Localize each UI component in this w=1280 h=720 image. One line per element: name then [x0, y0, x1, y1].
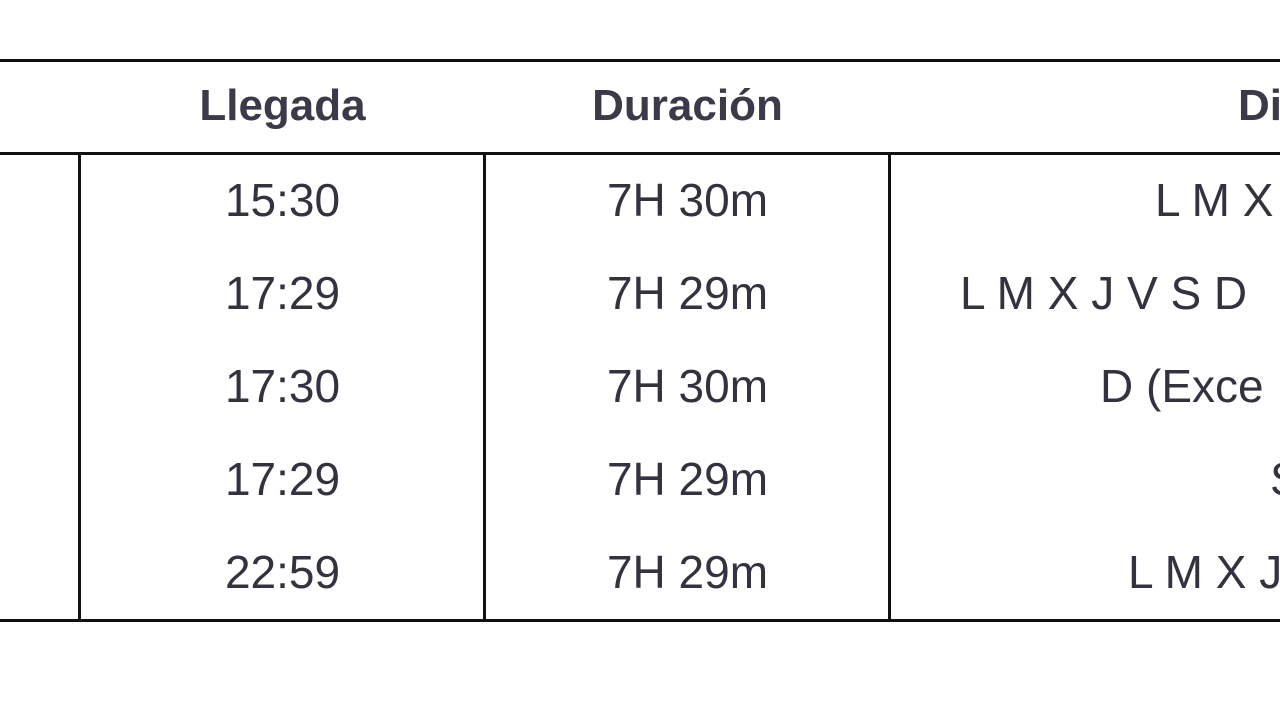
duration: 7H 30m [606, 360, 769, 412]
table-top-border [0, 59, 1280, 62]
table-bottom-border [0, 619, 1280, 622]
header-duracion: Duración [592, 81, 783, 130]
arrival-time: 17:29 [224, 267, 341, 319]
duration: 7H 29m [606, 546, 769, 598]
duration: 7H 29m [606, 453, 769, 505]
arrival-time: 15:30 [224, 174, 341, 226]
column-divider [78, 153, 81, 621]
header-divider [0, 152, 1280, 155]
duration: 7H 29m [606, 267, 769, 319]
days: L M X [1155, 174, 1274, 226]
arrival-time: 17:29 [224, 453, 341, 505]
column-divider [888, 153, 891, 621]
days: L M X J [1128, 546, 1280, 598]
column-divider [483, 153, 486, 621]
header-dias: Di [1238, 81, 1280, 130]
duration: 7H 30m [606, 174, 769, 226]
arrival-time: 17:30 [224, 360, 341, 412]
days: D (Exce [1100, 360, 1264, 412]
header-llegada: Llegada [199, 81, 366, 130]
days: L M X J V S D [960, 267, 1248, 319]
arrival-time: 22:59 [224, 546, 341, 598]
days: S [1270, 453, 1280, 505]
